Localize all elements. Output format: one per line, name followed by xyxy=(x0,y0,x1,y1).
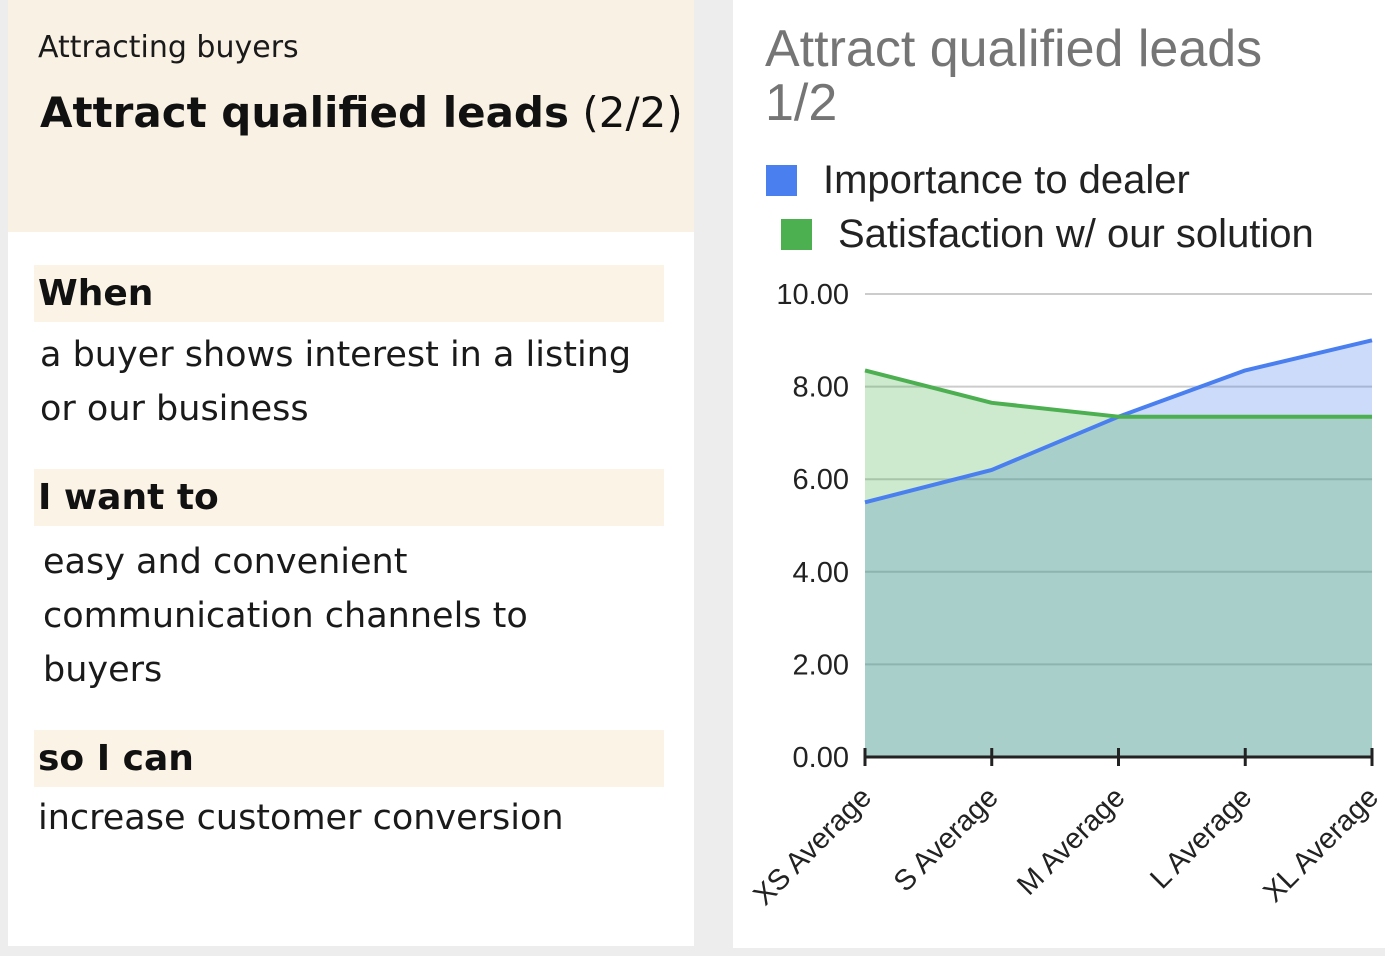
legend-swatch-importance xyxy=(766,165,797,196)
section-heading-i-want-to: I want to xyxy=(34,469,664,526)
x-tick-label: L Average xyxy=(1144,781,1258,895)
body-line: buyers xyxy=(43,650,163,690)
x-tick-label: XL Average xyxy=(1257,781,1385,909)
x-tick-label: XS Average xyxy=(747,781,878,912)
card-title: Attract qualified leads (2/2) xyxy=(40,88,683,137)
body-line: a buyer shows interest in a listing xyxy=(40,335,632,375)
body-line: increase customer conversion xyxy=(38,798,564,838)
chart-card: Attract qualified leads 1/2 Importance t… xyxy=(733,0,1385,948)
legend-swatch-satisfaction xyxy=(781,219,812,250)
section-body-so-i-can: increase customer conversion xyxy=(38,791,668,845)
y-tick-label: 6.00 xyxy=(793,464,849,496)
card-title-count: (2/2) xyxy=(582,88,683,137)
legend-label-importance: Importance to dealer xyxy=(823,158,1190,202)
area-fill-series-2 xyxy=(865,370,1372,757)
legend-item-satisfaction[interactable]: Satisfaction w/ our solution xyxy=(781,212,1314,257)
section-heading-when: When xyxy=(34,265,664,322)
chart-title-line: 1/2 xyxy=(765,74,838,132)
area-fill-series-1 xyxy=(865,340,1372,757)
y-tick-label: 10.00 xyxy=(776,279,849,311)
section-body-i-want-to: easy and convenient communication channe… xyxy=(43,535,673,697)
area-chart: 0.00 2.00 4.00 6.00 8.00 10.00 XS Average S Ave… xyxy=(747,279,1385,912)
section-body-when: a buyer shows interest in a listing or o… xyxy=(40,328,670,436)
series-line-2 xyxy=(864,368,1372,419)
x-tick-label: M Average xyxy=(1011,781,1131,901)
y-tick-label: 0.00 xyxy=(793,742,849,774)
body-line: easy and convenient xyxy=(43,542,408,582)
y-tick-label: 4.00 xyxy=(793,557,849,589)
legend-item-importance[interactable]: Importance to dealer xyxy=(766,158,1190,203)
section-heading-so-i-can: so I can xyxy=(34,730,664,787)
body-line: communication channels to xyxy=(43,596,528,636)
chart-title-line: Attract qualified leads xyxy=(765,20,1263,78)
story-card: Attracting buyers Attract qualified lead… xyxy=(8,0,694,946)
y-tick-label: 8.00 xyxy=(793,372,849,404)
card-header: Attracting buyers Attract qualified lead… xyxy=(8,0,694,232)
card-title-text: Attract qualified leads xyxy=(40,88,569,137)
x-tick-label: S Average xyxy=(888,781,1005,898)
body-line: or our business xyxy=(40,389,309,429)
legend-label-satisfaction: Satisfaction w/ our solution xyxy=(838,212,1314,256)
chart-title: Attract qualified leads 1/2 xyxy=(765,22,1365,130)
y-tick-label: 2.00 xyxy=(793,649,849,681)
category-label: Attracting buyers xyxy=(38,30,299,65)
